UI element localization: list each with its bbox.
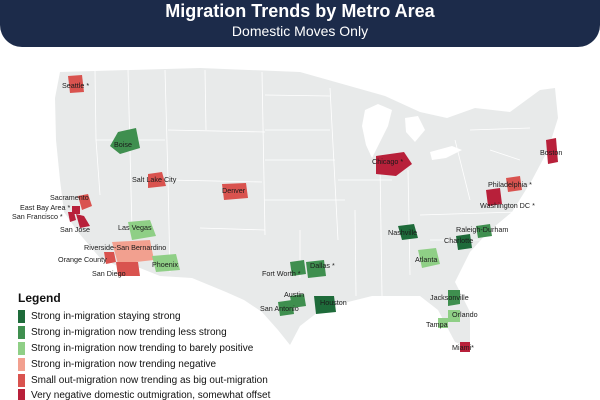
label-east-bay-area: East Bay Area * xyxy=(20,203,71,212)
label-denver: Denver xyxy=(222,186,246,195)
metro-boston[interactable] xyxy=(546,138,558,164)
metro-dallas[interactable] xyxy=(306,260,326,278)
lake-huron xyxy=(405,116,425,142)
header-banner: Migration Trends by Metro Area Domestic … xyxy=(0,0,600,47)
legend-label: Strong in-migration now trending negativ… xyxy=(31,358,217,370)
label-seattle: Seattle * xyxy=(62,81,89,90)
metro-jacksonville[interactable] xyxy=(448,290,460,306)
label-las-vegas: Las Vegas xyxy=(118,223,152,232)
us-landmass xyxy=(55,68,558,348)
metro-phoenix[interactable] xyxy=(152,254,180,272)
metro-seattle[interactable] xyxy=(68,75,84,93)
metro-orange-county[interactable] xyxy=(104,252,116,264)
metro-sacramento[interactable] xyxy=(78,194,92,210)
label-san-francisco: San Francisco * xyxy=(12,212,63,221)
metro-washington-dc[interactable] xyxy=(486,188,502,206)
legend-item: Strong in-migration now trending less st… xyxy=(18,325,338,341)
legend-swatch xyxy=(18,326,25,340)
label-philadelphia: Philadelphia * xyxy=(488,180,532,189)
legend-item: Strong in-migration now trending to bare… xyxy=(18,341,338,357)
label-riverside-san-bernardino: Riverside-San Bernardino xyxy=(84,243,166,252)
legend-swatch xyxy=(18,310,25,324)
label-houston: Houston xyxy=(320,298,347,307)
legend-item: Strong in-migration now trending negativ… xyxy=(18,356,338,372)
label-salt-lake-city: Salt Lake City xyxy=(132,175,177,184)
metro-salt-lake-city[interactable] xyxy=(148,172,166,188)
metro-tampa[interactable] xyxy=(438,318,448,328)
legend-item: Very negative domestic outmigration, som… xyxy=(18,388,338,400)
legend: Legend Strong in-migration staying stron… xyxy=(18,291,338,400)
legend-swatch xyxy=(18,373,25,387)
label-dallas: Dallas * xyxy=(310,261,335,270)
legend-swatch xyxy=(18,389,25,400)
metro-las-vegas[interactable] xyxy=(128,220,156,240)
legend-label: Strong in-migration now trending less st… xyxy=(31,327,227,339)
metro-philadelphia[interactable] xyxy=(506,176,522,192)
label-san-antonio: San Antonio xyxy=(260,304,299,313)
label-fort-worth: Fort Worth * xyxy=(262,269,301,278)
label-boise: Boise xyxy=(114,140,132,149)
lake-erie xyxy=(430,146,462,160)
label-orlando: Orlando xyxy=(452,310,478,319)
metro-regions xyxy=(68,75,558,352)
metro-san-jose[interactable] xyxy=(76,214,90,228)
metro-denver[interactable] xyxy=(222,183,248,200)
label-phoenix: Phoenix xyxy=(152,260,178,269)
metro-charlotte[interactable] xyxy=(456,234,472,250)
label-tampa: Tampa xyxy=(426,320,448,329)
label-boston: Boston xyxy=(540,148,562,157)
state-borders xyxy=(94,69,531,297)
metro-houston[interactable] xyxy=(314,296,336,314)
metro-san-francisco[interactable] xyxy=(68,212,76,222)
metro-austin[interactable] xyxy=(290,294,306,308)
page-title: Migration Trends by Metro Area xyxy=(165,1,435,21)
legend-label: Strong in-migration now trending to bare… xyxy=(31,342,254,354)
great-lakes xyxy=(362,104,392,158)
label-raleigh-durham: Raleigh-Durham xyxy=(456,225,508,234)
label-charlotte: Charlotte xyxy=(444,236,473,245)
legend-title: Legend xyxy=(18,291,61,305)
legend-label: Very negative domestic outmigration, som… xyxy=(31,390,271,400)
metro-chicago[interactable] xyxy=(376,152,412,176)
metro-orlando[interactable] xyxy=(448,310,460,322)
metro-boise[interactable] xyxy=(110,128,140,154)
label-austin: Austin xyxy=(284,290,304,299)
metro-fort-worth[interactable] xyxy=(290,260,306,276)
label-miami: Miami* xyxy=(452,343,474,352)
label-nashville: Nashville xyxy=(388,228,417,237)
legend-label: Small out-migration now trending as big … xyxy=(31,374,268,386)
legend-label: Strong in-migration staying strong xyxy=(31,311,181,323)
metro-miami[interactable] xyxy=(460,342,470,352)
metro-san-antonio[interactable] xyxy=(278,300,294,316)
label-atlanta: Atlanta xyxy=(415,255,437,264)
legend-swatch xyxy=(18,341,25,355)
page-subtitle: Domestic Moves Only xyxy=(231,23,369,39)
label-jacksonville: Jacksonville xyxy=(430,293,469,302)
metro-raleigh-durham[interactable] xyxy=(476,224,492,238)
metro-san-diego[interactable] xyxy=(116,262,140,276)
legend-item: Small out-migration now trending as big … xyxy=(18,372,338,388)
metro-labels: Seattle * Boise Salt Lake City Denver Sa… xyxy=(12,81,562,352)
label-san-diego: San Diego xyxy=(92,269,126,278)
metro-nashville[interactable] xyxy=(398,224,418,240)
label-washington-dc: Washington DC * xyxy=(480,201,535,210)
metro-riverside-san-bernardino[interactable] xyxy=(112,240,154,264)
label-orange-county: Orange County xyxy=(58,255,107,264)
metro-atlanta[interactable] xyxy=(418,248,440,268)
label-sacramento: Sacramento xyxy=(50,193,89,202)
label-chicago: Chicago * xyxy=(372,157,403,166)
legend-swatch xyxy=(18,357,25,371)
label-san-jose: San Jose xyxy=(60,225,90,234)
legend-item: Strong in-migration staying strong xyxy=(18,309,338,325)
